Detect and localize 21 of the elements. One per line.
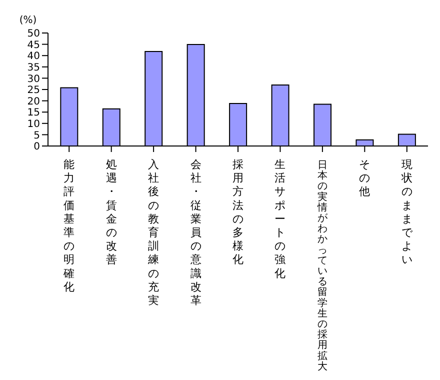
category-label: 能力評価基準の明確化 <box>64 158 75 294</box>
y-tick-label: 0 <box>34 142 40 153</box>
x-tick-label: その他 <box>359 158 370 198</box>
category-label: 生活サポートの強化 <box>274 158 286 280</box>
x-tick-label: 処遇・賃金の改善 <box>106 158 117 266</box>
y-tick-label: 5 <box>34 130 40 142</box>
x-tick-label: 採用方法の多様化 <box>232 158 244 266</box>
category-label: 会社・従業員の意識改革 <box>190 158 202 307</box>
y-tick-label: 35 <box>27 62 40 74</box>
y-tick-label: 40 <box>27 51 40 62</box>
y-axis-title: (%) <box>19 15 37 26</box>
y-tick-label: 15 <box>27 108 40 119</box>
y-tick-label: 25 <box>27 85 40 96</box>
x-tick-label: 現状のままでよい <box>400 158 414 266</box>
y-tick-label: 50 <box>27 28 40 40</box>
category-label: 日本の実情がわかっている留学生の採用拡大 <box>317 160 328 372</box>
y-tick-label: 45 <box>27 40 40 51</box>
y-tick-label: 20 <box>27 96 40 108</box>
y-tick-label: 10 <box>27 118 40 130</box>
y-tick-label: 30 <box>27 74 40 85</box>
category-label: 入社後の教育訓練の充実 <box>148 158 160 307</box>
